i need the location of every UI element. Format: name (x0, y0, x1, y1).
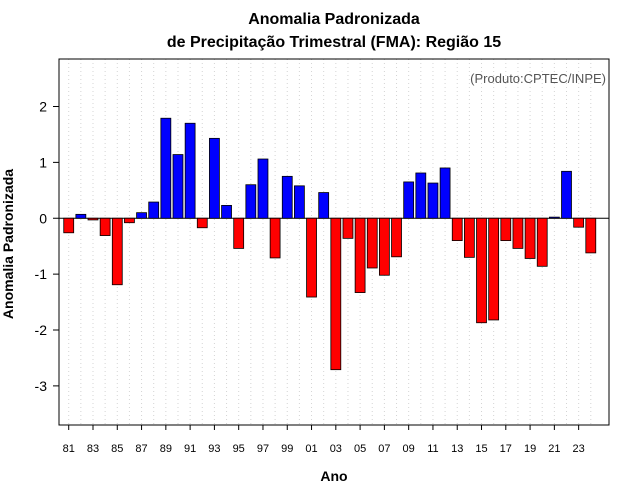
y-tick-label: 2 (39, 98, 47, 114)
bar-07 (379, 217, 390, 276)
bar-02 (318, 192, 330, 219)
x-tick-label: 15 (475, 443, 487, 455)
x-tick-label: 09 (403, 443, 415, 455)
bar-08 (391, 217, 402, 258)
bar-16 (488, 217, 500, 321)
x-tick-label: 21 (548, 443, 560, 455)
bar-18 (512, 217, 524, 249)
chart-subtitle: de Precipitação Trimestral (FMA): Região… (167, 34, 501, 51)
bar-94 (221, 204, 232, 219)
bar-10 (415, 172, 427, 219)
bar-99 (281, 175, 293, 219)
x-tick-label: 83 (87, 443, 99, 455)
x-tick-label: 23 (573, 443, 585, 455)
bars (63, 117, 597, 371)
bar-85 (111, 217, 123, 286)
bar-98 (269, 217, 281, 259)
bar-23 (573, 217, 585, 228)
x-tick-label: 19 (524, 443, 536, 455)
bar-15 (476, 217, 487, 324)
bar-12 (439, 167, 451, 219)
bar-24 (585, 217, 597, 254)
y-axis: -3 -2 -1 0 1 2 (35, 98, 59, 394)
y-tick-label: 0 (39, 210, 47, 226)
y-tick-label: -2 (35, 322, 48, 338)
bar-00 (294, 185, 305, 219)
bar-04 (342, 217, 354, 239)
bar-92 (196, 217, 208, 229)
x-tick-label: 17 (500, 443, 512, 455)
bar-91 (184, 122, 196, 219)
plot-frame (58, 58, 610, 426)
x-tick-label: 89 (160, 443, 172, 455)
bar-13 (451, 217, 463, 242)
y-tick-label: -1 (35, 266, 48, 282)
x-axis: 81 83 85 87 89 91 93 95 97 99 01 03 05 07 09 11 13 15 17 19… (63, 425, 585, 455)
bar-97 (257, 158, 269, 219)
x-tick-label: 99 (281, 443, 293, 455)
x-tick-label: 91 (184, 443, 196, 455)
bar-03 (330, 217, 342, 371)
bar-19 (524, 217, 536, 259)
bar-90 (172, 154, 184, 219)
bar-22 (561, 170, 572, 219)
bar-81 (63, 217, 75, 234)
bar-93 (209, 137, 220, 219)
bar-06 (366, 217, 378, 269)
x-tick-label: 87 (135, 443, 147, 455)
chart-title: Anomalia Padronizada (248, 11, 420, 28)
x-tick-label: 97 (257, 443, 269, 455)
x-tick-label: 11 (427, 443, 438, 455)
bar-21 (548, 216, 560, 219)
bar-11 (427, 182, 439, 219)
grid-lines (68, 59, 592, 425)
bar-87 (136, 212, 147, 219)
bar-14 (463, 217, 475, 258)
x-tick-label: 03 (330, 443, 342, 455)
x-tick-label: 93 (208, 443, 220, 455)
bar-82 (75, 213, 87, 219)
bar-17 (500, 217, 512, 242)
y-axis-title: Anomalia Padronizada (0, 169, 16, 319)
x-tick-label: 95 (233, 443, 245, 455)
bar-09 (403, 181, 415, 219)
bar-96 (245, 184, 257, 219)
x-tick-label: 01 (305, 443, 317, 455)
bar-95 (233, 217, 245, 249)
x-axis-title: Ano (320, 468, 347, 484)
x-tick-label: 07 (378, 443, 390, 455)
x-tick-label: 81 (63, 443, 75, 455)
bar-20 (536, 217, 548, 267)
x-tick-label: 85 (111, 443, 123, 455)
bar-88 (148, 201, 160, 219)
bar-05 (354, 217, 366, 293)
bar-89 (160, 117, 172, 219)
x-tick-label: 13 (451, 443, 463, 455)
bar-86 (124, 217, 135, 224)
x-tick-label: 05 (354, 443, 366, 455)
bar-01 (306, 217, 317, 298)
bar-83 (87, 217, 99, 221)
credit-text: (Produto:CPTEC/INPE) (470, 71, 606, 86)
y-tick-label: -3 (35, 378, 48, 394)
bar-84 (99, 217, 111, 236)
y-tick-label: 1 (39, 154, 47, 170)
